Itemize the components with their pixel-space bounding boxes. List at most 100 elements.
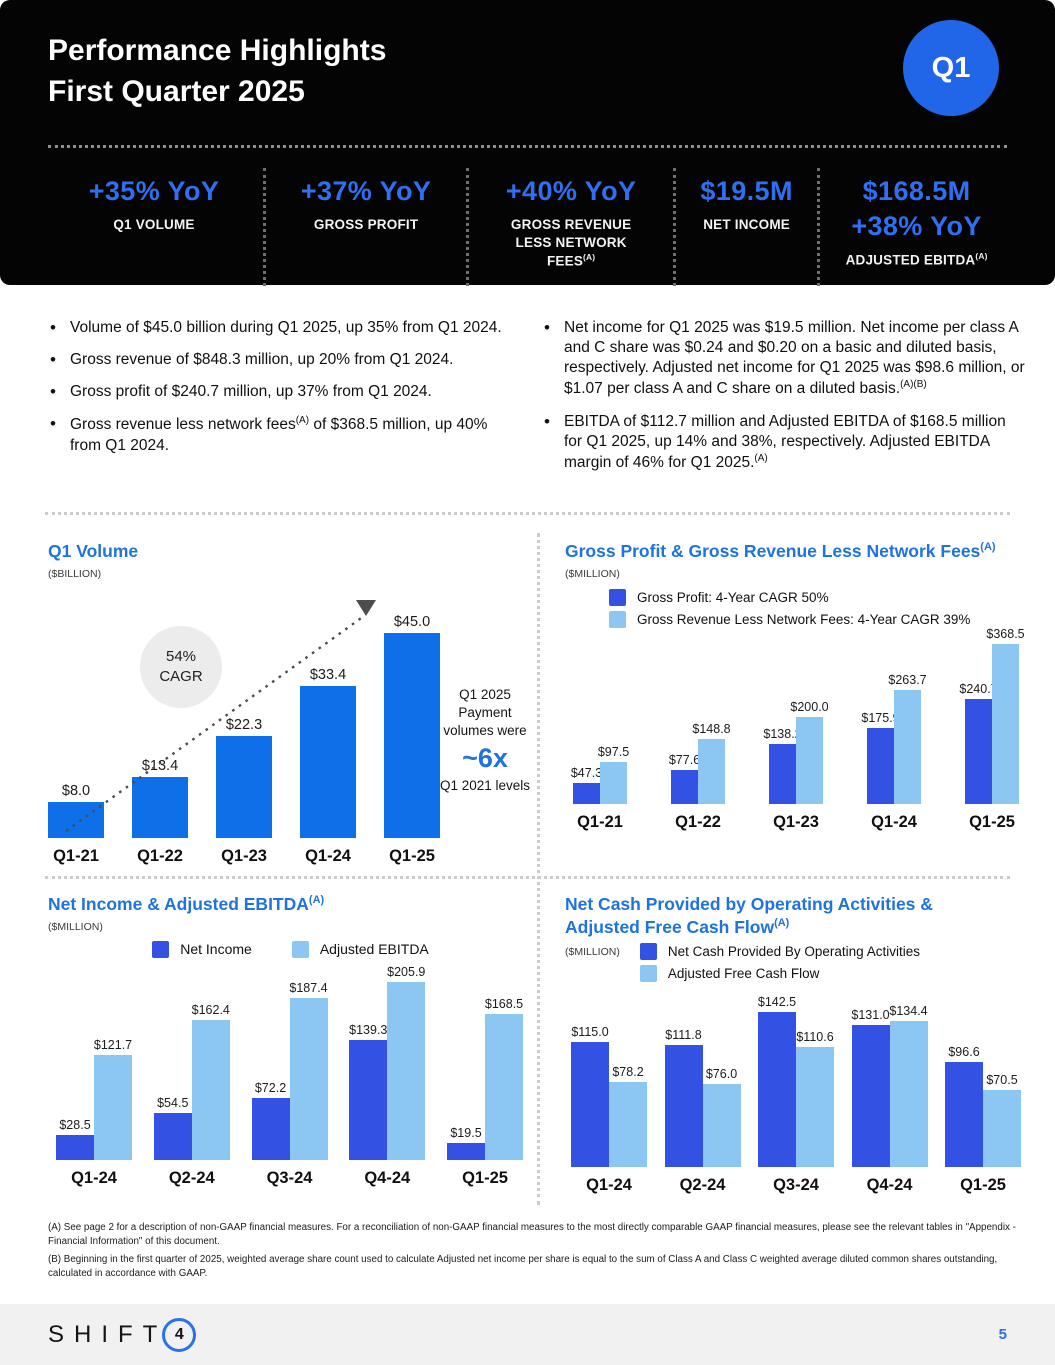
category-label: Q1-24 — [586, 1175, 632, 1194]
bar — [132, 776, 188, 838]
bar-value-label: $200.0 — [790, 699, 829, 714]
bar — [485, 1013, 523, 1160]
bar — [56, 1134, 94, 1160]
bar — [945, 1061, 983, 1167]
logo-circle-4: 4 — [162, 1317, 197, 1352]
bar-value-label: $22.3 — [225, 716, 263, 733]
bullet-item: Gross revenue of $848.3 million, up 20% … — [48, 349, 516, 371]
chart-unit-label: ($MILLION) — [48, 920, 103, 933]
bar — [300, 685, 356, 838]
bullet-item: EBITDA of $112.7 million and Adjusted EB… — [542, 411, 1027, 474]
bar-group: $77.6 $148.8 Q1-22 — [669, 644, 731, 832]
category-label: Q1-25 — [960, 1175, 1006, 1194]
legend-item: Gross Profit: 4-Year CAGR 50% — [609, 588, 1030, 606]
category-label: Q1-21 — [53, 846, 99, 865]
bar-value-label: $28.5 — [59, 1117, 91, 1132]
kpi-value: +35% YoY — [88, 176, 220, 206]
legend-label: Net Income — [180, 941, 252, 958]
bar — [796, 716, 823, 804]
bar-plot: $115.0 $78.2 Q1-24 $111.8 $76.0 Q2-24 $142.5 $1… — [565, 995, 1027, 1195]
footnotes: (A) See page 2 for a description of non-… — [48, 1221, 1017, 1285]
quarter-badge: Q1 — [903, 20, 999, 116]
chart-title: Gross Profit & Gross Revenue Less Networ… — [565, 541, 996, 561]
bar-group: $22.3 Q1-23 — [216, 633, 272, 866]
legend-item: Net Cash Provided By Operating Activitie… — [639, 942, 920, 960]
bar-value-label: $8.0 — [61, 782, 91, 799]
bullet-item: Volume of $45.0 billion during Q1 2025, … — [48, 317, 516, 339]
bar-group: $139.3 $205.9 Q4-24 — [349, 965, 426, 1188]
dotted-vertical-divider — [537, 533, 540, 1205]
bar-value-label: $205.9 — [387, 964, 426, 979]
page-title-line1: Performance Highlights — [48, 34, 387, 67]
dotted-divider — [45, 876, 1010, 879]
kpi-label: NET INCOME — [703, 217, 790, 233]
bar — [698, 738, 725, 804]
bar — [251, 1097, 290, 1160]
bar — [894, 689, 921, 804]
footer-bar: SHIFT 4 5 — [0, 1304, 1055, 1365]
bar-group: $115.0 $78.2 Q1-24 — [571, 1012, 647, 1195]
bar — [447, 1142, 485, 1160]
kpi-adjusted-ebitda: $168.5M +38% YoY ADJUSTED EBITDA(A) — [817, 168, 1013, 287]
kpi-value: +37% YoY — [300, 176, 432, 206]
category-label: Q1-22 — [675, 812, 721, 831]
legend-item: Gross Revenue Less Network Fees: 4-Year … — [609, 610, 1030, 628]
bar-value-label: $131.0 — [851, 1007, 890, 1022]
chart-unit-label: ($MILLION) — [565, 945, 620, 958]
category-label: Q1-22 — [137, 846, 183, 865]
bar-value-label: $13.4 — [141, 757, 179, 774]
chart-q1-volume: Q1 Volume ($BILLION) 54% CAGR $8.0 Q1-21 $… — [48, 540, 533, 866]
bar-value-label: $175.9 — [861, 710, 900, 725]
category-label: Q1-24 — [305, 846, 351, 865]
bar-group: $240.7 $368.5 Q1-25 — [959, 627, 1024, 832]
bar — [289, 997, 328, 1160]
kpi-gross-profit: +37% YoY GROSS PROFIT — [262, 168, 466, 287]
bullet-item: Gross profit of $240.7 million, up 37% f… — [48, 381, 516, 403]
bar-value-label: $139.3 — [349, 1022, 388, 1037]
bar-group: $138.2 $200.0 Q1-23 — [763, 644, 828, 832]
bar — [992, 643, 1019, 804]
bar-plot: $8.0 Q1-21 $13.4 Q1-22 $22.3 Q1-23 $33.4 Q1-24 $… — [48, 614, 440, 866]
page-title-line2: First Quarter 2025 — [48, 75, 305, 109]
dotted-divider — [45, 512, 1010, 515]
category-label: Q4-24 — [866, 1175, 913, 1194]
bullet-item: Net income for Q1 2025 was $19.5 million… — [542, 317, 1027, 400]
bar-value-label: $97.5 — [597, 744, 630, 759]
bar-plot: $47.3 $97.5 Q1-21 $77.6 $148.8 Q1-22 $138.2 $20… — [565, 627, 1027, 832]
bar-value-label: $115.0 — [571, 1024, 609, 1039]
bar-value-label: $142.5 — [757, 994, 797, 1009]
bar-value-label: $70.5 — [986, 1072, 1018, 1087]
legend-swatch — [639, 964, 657, 982]
chart-legend: Net Cash Provided By Operating Activitie… — [639, 942, 920, 987]
legend-item: Adjusted EBITDA — [291, 940, 429, 958]
bar-value-label: $168.5 — [484, 996, 524, 1011]
bar-value-label: $76.0 — [705, 1066, 738, 1081]
category-label: Q1-24 — [871, 812, 917, 831]
shift4-logo: SHIFT 4 — [48, 1317, 197, 1352]
bar — [671, 769, 698, 804]
chart-net-income-ebitda: Net Income & Adjusted EBITDA(A) ($MILLIO… — [48, 893, 533, 1188]
bar-value-label: $187.4 — [289, 980, 328, 995]
legend-swatch — [609, 610, 626, 628]
bar-value-label: $110.6 — [796, 1029, 834, 1044]
category-label: Q1-23 — [221, 846, 267, 865]
bar — [216, 735, 272, 838]
legend-swatch — [152, 940, 170, 958]
highlights-bullets: Volume of $45.0 billion during Q1 2025, … — [48, 317, 1027, 485]
kpi-label: GROSS REVENUE LESS NETWORK FEES(A) — [510, 217, 632, 269]
bar — [571, 1041, 609, 1167]
bar — [94, 1054, 132, 1160]
footnote-a: (A) See page 2 for a description of non-… — [48, 1222, 1016, 1247]
bar-group: $54.5 $162.4 Q2-24 — [153, 982, 230, 1188]
bar — [387, 981, 426, 1160]
bar-group: $96.6 $70.5 Q1-25 — [945, 1012, 1021, 1195]
chart-unit-label: ($BILLION) — [48, 567, 102, 580]
legend-item: Net Income — [152, 940, 252, 958]
bar-group: $19.5 $168.5 Q1-25 — [447, 982, 523, 1188]
bar — [867, 727, 894, 804]
legend-item: Adjusted Free Cash Flow — [639, 964, 920, 982]
kpi-value: $168.5M — [862, 176, 971, 206]
bar-value-label: $111.8 — [665, 1027, 702, 1042]
header-dotted-divider — [48, 145, 1007, 148]
